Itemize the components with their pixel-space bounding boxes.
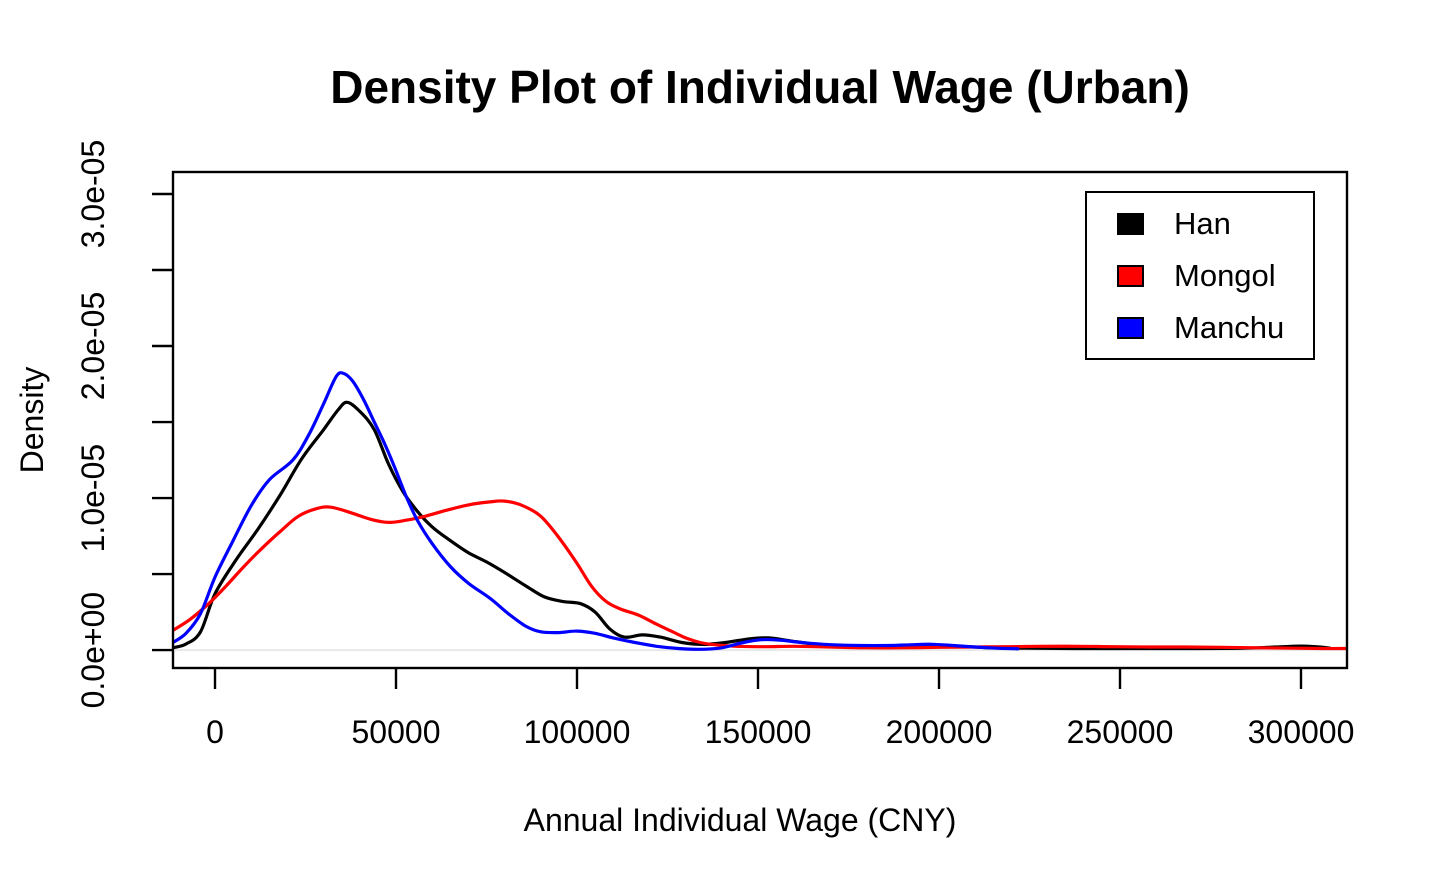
x-tick-label: 150000 — [705, 714, 812, 750]
x-tick-label: 300000 — [1248, 714, 1355, 750]
plot-area: 0 50000 100000 150000 200000 250000 300000 0.0e… — [75, 140, 1354, 750]
plot-border — [171, 170, 1349, 670]
x-tick-label: 200000 — [886, 714, 993, 750]
series-line-manchu — [173, 371, 1020, 651]
x-tick-label: 250000 — [1067, 714, 1174, 750]
y-axis-title: Density — [14, 367, 50, 474]
x-tick-label: 50000 — [352, 714, 441, 750]
y-tick-label: 3.0e-05 — [75, 140, 111, 249]
x-tick-label: 0 — [206, 714, 224, 750]
y-tick-label: 0.0e+00 — [75, 592, 111, 709]
legend-label-mongol: Mongol — [1174, 258, 1276, 293]
x-axis-title: Annual Individual Wage (CNY) — [524, 802, 957, 838]
han-color-swatch — [1117, 212, 1144, 235]
legend: Han Mongol Manchu — [1085, 191, 1315, 360]
y-tick-label: 1.0e-05 — [75, 444, 111, 553]
manchu-color-swatch — [1117, 316, 1144, 339]
legend-item-mongol: Mongol — [1117, 260, 1313, 291]
legend-item-manchu: Manchu — [1117, 312, 1313, 343]
y-tick-label: 2.0e-05 — [75, 292, 111, 401]
series-line-han — [173, 400, 1332, 651]
legend-item-han: Han — [1117, 208, 1313, 239]
chart-title: Density Plot of Individual Wage (Urban) — [330, 61, 1190, 113]
legend-label-han: Han — [1174, 206, 1231, 241]
mongol-color-swatch — [1117, 264, 1144, 287]
series-line-mongol — [173, 499, 1347, 651]
legend-label-manchu: Manchu — [1174, 310, 1285, 345]
x-tick-label: 100000 — [524, 714, 631, 750]
